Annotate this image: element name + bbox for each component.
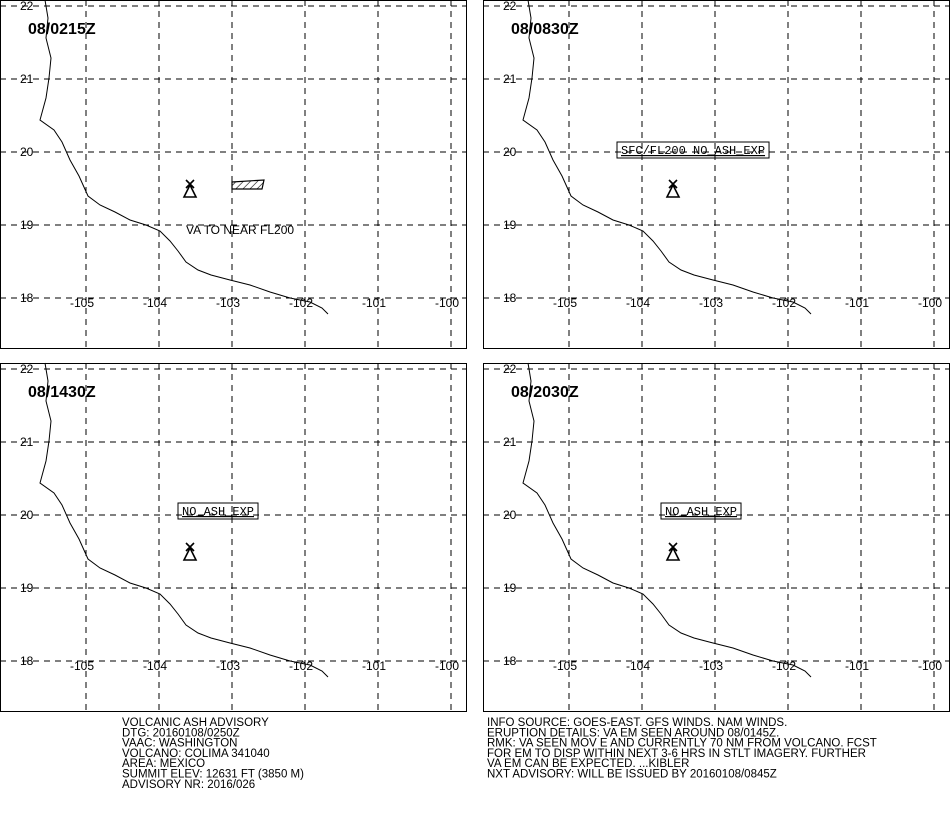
latitude-label: 18: [20, 654, 34, 668]
valid-time: 08/1430Z: [28, 384, 96, 401]
advisory-line: DTG: 20160108/0250Z: [122, 727, 240, 739]
latitude-label: 19: [20, 581, 34, 595]
latitude-label: 19: [20, 218, 34, 232]
advisory-line: VOLCANO: COLIMA 341040: [122, 748, 270, 760]
advisory-line: FOR EM TO DISP WITHIN NEXT 3-6 HRS IN ST…: [487, 748, 866, 760]
annotation-box: [616, 141, 770, 159]
latitude-label: 20: [503, 145, 517, 159]
ash-area: [231, 179, 265, 190]
annotation-box: [177, 502, 259, 520]
longitude-label: -105: [70, 659, 94, 673]
coastline: [39, 362, 329, 678]
longitude-label: -101: [845, 296, 869, 310]
longitude-label: -101: [845, 659, 869, 673]
latitude-label: 22: [503, 362, 517, 376]
advisory-line: INFO SOURCE: GOES-EAST. GFS WINDS. NAM W…: [487, 717, 787, 729]
advisory-line: VA EM CAN BE EXPECTED. ...KIBLER: [487, 758, 689, 770]
longitude-label: -105: [553, 296, 577, 310]
coastline: [522, 362, 812, 678]
valid-time: 08/0830Z: [511, 21, 579, 38]
longitude-label: -101: [362, 296, 386, 310]
latitude-label: 21: [20, 72, 34, 86]
latitude-label: 20: [503, 508, 517, 522]
ash-annotation: NO_ASH_EXP: [665, 505, 737, 519]
longitude-label: -103: [699, 296, 723, 310]
ash-annotation: VA TO NEAR FL200: [186, 223, 294, 237]
coastline: [522, 0, 812, 315]
latitude-label: 18: [20, 291, 34, 305]
longitude-label: -104: [143, 296, 167, 310]
advisory-line: NXT ADVISORY: WILL BE ISSUED BY 20160108…: [487, 769, 777, 781]
longitude-label: -103: [216, 296, 240, 310]
valid-time: 08/2030Z: [511, 384, 579, 401]
valid-time: 08/0215Z: [28, 21, 96, 38]
longitude-label: -103: [699, 659, 723, 673]
volcano-symbol: [182, 179, 198, 198]
latitude-label: 20: [20, 145, 34, 159]
latitude-label: 19: [503, 218, 517, 232]
ash-annotation: SFC/FL200 NO_ASH_EXP: [621, 144, 765, 158]
coastline: [39, 0, 329, 315]
volcano-symbol: [182, 542, 198, 561]
latitude-label: 22: [20, 0, 34, 13]
volcano-symbol: [665, 542, 681, 561]
longitude-label: -101: [362, 659, 386, 673]
latitude-label: 21: [503, 435, 517, 449]
longitude-label: -100: [435, 659, 459, 673]
latitude-label: 18: [503, 291, 517, 305]
advisory-line: SUMMIT ELEV: 12631 FT (3850 M): [122, 769, 304, 781]
latitude-label: 21: [503, 72, 517, 86]
advisory-line: VAAC: WASHINGTON: [122, 738, 237, 750]
longitude-label: -105: [70, 296, 94, 310]
longitude-label: -104: [143, 659, 167, 673]
advisory-line: ERUPTION DETAILS: VA EM SEEN AROUND 08/0…: [487, 727, 779, 739]
latitude-label: 22: [20, 362, 34, 376]
annotation-box: [660, 502, 742, 520]
longitude-label: -104: [626, 659, 650, 673]
volcano-symbol: [665, 179, 681, 198]
ash-annotation: NO_ASH_EXP: [182, 505, 254, 519]
latitude-label: 21: [20, 435, 34, 449]
latitude-label: 20: [20, 508, 34, 522]
longitude-label: -100: [918, 296, 942, 310]
advisory-line: RMK: VA SEEN MOV E AND CURRENTLY 70 NM F…: [487, 738, 877, 750]
longitude-label: -104: [626, 296, 650, 310]
advisory-line: VOLCANIC ASH ADVISORY: [122, 717, 269, 729]
latitude-label: 18: [503, 654, 517, 668]
latitude-label: 19: [503, 581, 517, 595]
advisory-line: ADVISORY NR: 2016/026: [122, 779, 255, 791]
longitude-label: -100: [918, 659, 942, 673]
advisory-line: AREA: MEXICO: [122, 758, 205, 770]
longitude-label: -100: [435, 296, 459, 310]
longitude-label: -105: [553, 659, 577, 673]
latitude-label: 22: [503, 0, 517, 13]
longitude-label: -103: [216, 659, 240, 673]
